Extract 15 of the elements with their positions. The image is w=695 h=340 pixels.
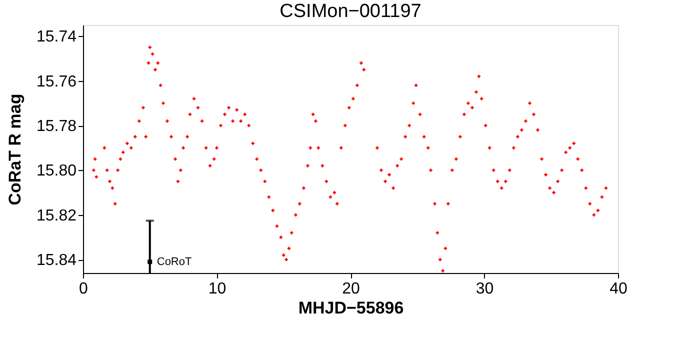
chart-title: CSIMon−001197 [280, 1, 422, 22]
x-tick-label: 40 [610, 280, 628, 298]
y-tick-label: 15.82 [36, 207, 77, 224]
y-tick-label: 15.80 [36, 162, 77, 180]
y-tick-label: 15.78 [36, 118, 77, 136]
x-tick-label: 30 [476, 280, 494, 298]
x-tick-label: 20 [342, 280, 360, 298]
x-axis-title: MHJD−55896 [298, 298, 404, 318]
y-tick-label: 15.74 [36, 28, 77, 46]
y-tick-label: 15.84 [36, 252, 77, 270]
y-tick-label: 15.76 [36, 73, 77, 90]
series-label: CoRoT [156, 256, 192, 268]
y-axis-title: CoRaT R mag [5, 94, 24, 206]
x-tick-label: 10 [208, 280, 226, 298]
x-tick-label: 0 [79, 280, 88, 298]
